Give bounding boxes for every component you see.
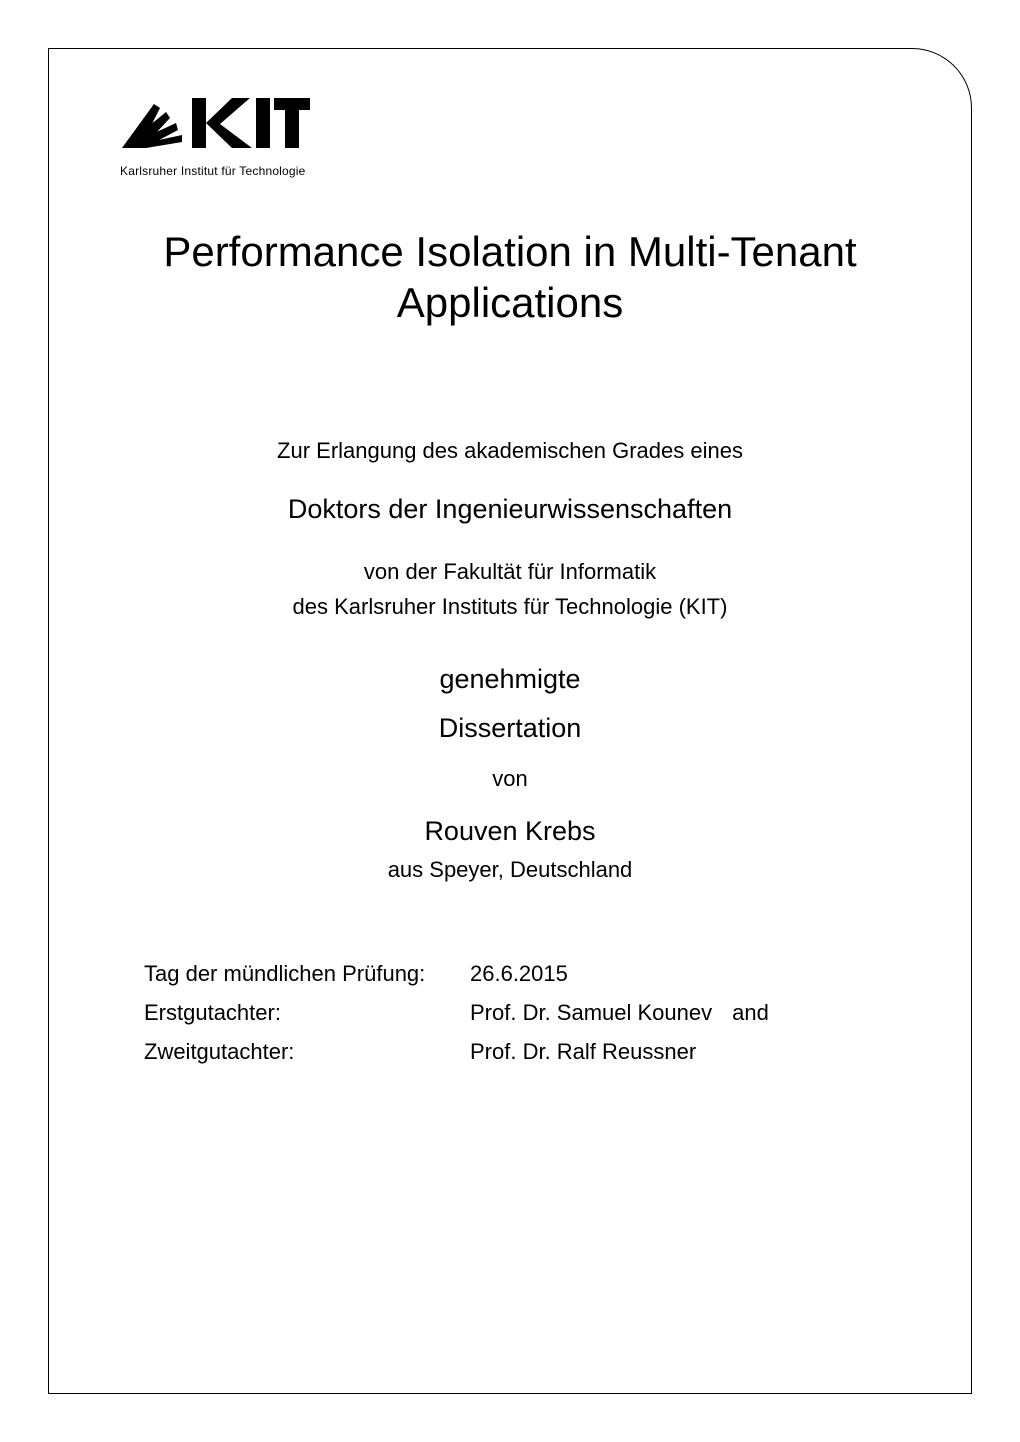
degree-line: Doktors der Ingenieurwissenschaften xyxy=(120,494,900,525)
faculty-line-1: von der Fakultät für Informatik xyxy=(120,555,900,589)
by-line: von xyxy=(120,766,900,792)
author-origin: aus Speyer, Deutschland xyxy=(120,857,900,883)
table-row: Tag der mündlichen Prüfung: 26.6.2015 xyxy=(144,955,769,992)
author-name: Rouven Krebs xyxy=(120,816,900,847)
table-row: Zweitgutachter: Prof. Dr. Ralf Reussner xyxy=(144,1033,769,1070)
document-type-line: Dissertation xyxy=(120,713,900,744)
page: Karlsruher Institut für Technologie Perf… xyxy=(0,0,1020,1442)
approved-line: genehmigte xyxy=(120,664,900,695)
exam-date-label: Tag der mündlichen Prüfung: xyxy=(144,955,464,992)
title-line-2: Applications xyxy=(397,279,623,326)
faculty-line-2: des Karlsruher Instituts für Technologie… xyxy=(120,590,900,624)
logo-caption: Karlsruher Institut für Technologie xyxy=(120,164,306,178)
second-reviewer-suffix xyxy=(714,1033,769,1070)
content-area: Karlsruher Institut für Technologie Perf… xyxy=(48,48,972,1394)
first-reviewer-suffix: and xyxy=(714,994,769,1031)
dissertation-title: Performance Isolation in Multi-Tenant Ap… xyxy=(120,226,900,328)
table-row: Erstgutachter: Prof. Dr. Samuel Kounev a… xyxy=(144,994,769,1031)
subtitle-block: Zur Erlangung des akademischen Grades ei… xyxy=(120,438,900,882)
first-reviewer-label: Erstgutachter: xyxy=(144,994,464,1031)
purpose-line: Zur Erlangung des akademischen Grades ei… xyxy=(120,438,900,464)
examination-info-table: Tag der mündlichen Prüfung: 26.6.2015 Er… xyxy=(142,953,771,1073)
first-reviewer-value: Prof. Dr. Samuel Kounev xyxy=(466,994,712,1031)
exam-date-suffix xyxy=(714,955,769,992)
institution-logo: Karlsruher Institut für Technologie xyxy=(120,90,900,178)
exam-date-value: 26.6.2015 xyxy=(466,955,712,992)
title-line-1: Performance Isolation in Multi-Tenant xyxy=(163,228,856,275)
second-reviewer-value: Prof. Dr. Ralf Reussner xyxy=(466,1033,712,1070)
second-reviewer-label: Zweitgutachter: xyxy=(144,1033,464,1070)
kit-logo-icon xyxy=(120,90,310,162)
